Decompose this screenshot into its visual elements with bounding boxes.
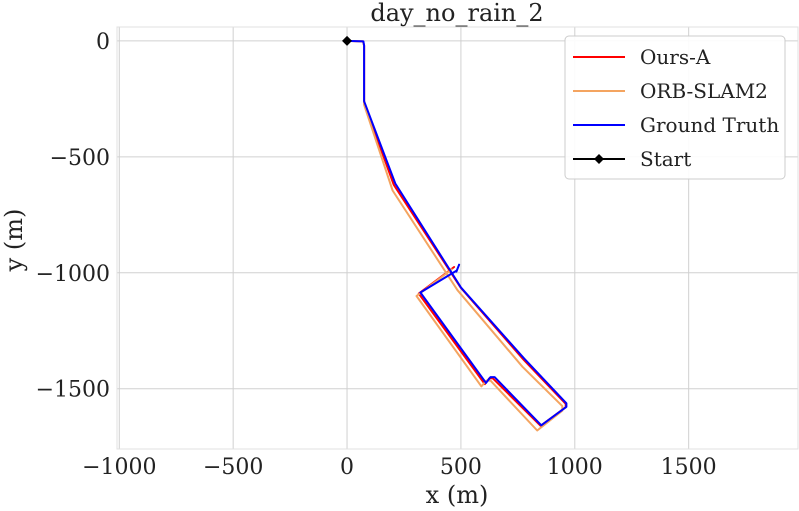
y-tick-label: −1000	[36, 262, 110, 287]
x-tick-labels: −1000 −500 0 500 1000 1500	[82, 455, 717, 480]
grid-lines	[116, 26, 799, 450]
x-axis-label: x (m)	[426, 481, 489, 509]
x-tick-label: −500	[203, 455, 263, 480]
y-axis-label: y (m)	[0, 209, 28, 273]
series-line-ground-truth	[346, 39, 568, 427]
chart-title: day_no_rain_2	[370, 0, 543, 27]
legend-label-orb-slam2: ORB-SLAM2	[640, 79, 768, 103]
x-tick-label: 1500	[661, 455, 717, 480]
y-tick-labels: 0 −500 −1000 −1500	[36, 30, 110, 403]
x-tick-label: 1000	[547, 455, 603, 480]
y-tick-label: 0	[96, 30, 110, 55]
legend-marker-start	[594, 154, 604, 164]
series-layer	[342, 35, 568, 432]
legend-label-ours-a: Ours-A	[640, 45, 711, 69]
x-tick-label: −1000	[82, 455, 156, 480]
legend-label-ground-truth: Ground Truth	[640, 113, 779, 137]
x-tick-label: 500	[440, 455, 482, 480]
x-tick-label: 0	[340, 455, 354, 480]
plot-frame	[116, 26, 799, 450]
y-tick-label: −1500	[36, 378, 110, 403]
y-tick-label: −500	[50, 146, 110, 171]
legend: Ours-A ORB-SLAM2 Ground Truth Start	[564, 35, 786, 180]
start-marker	[342, 35, 353, 46]
legend-box	[564, 35, 786, 180]
legend-label-start: Start	[640, 147, 691, 171]
